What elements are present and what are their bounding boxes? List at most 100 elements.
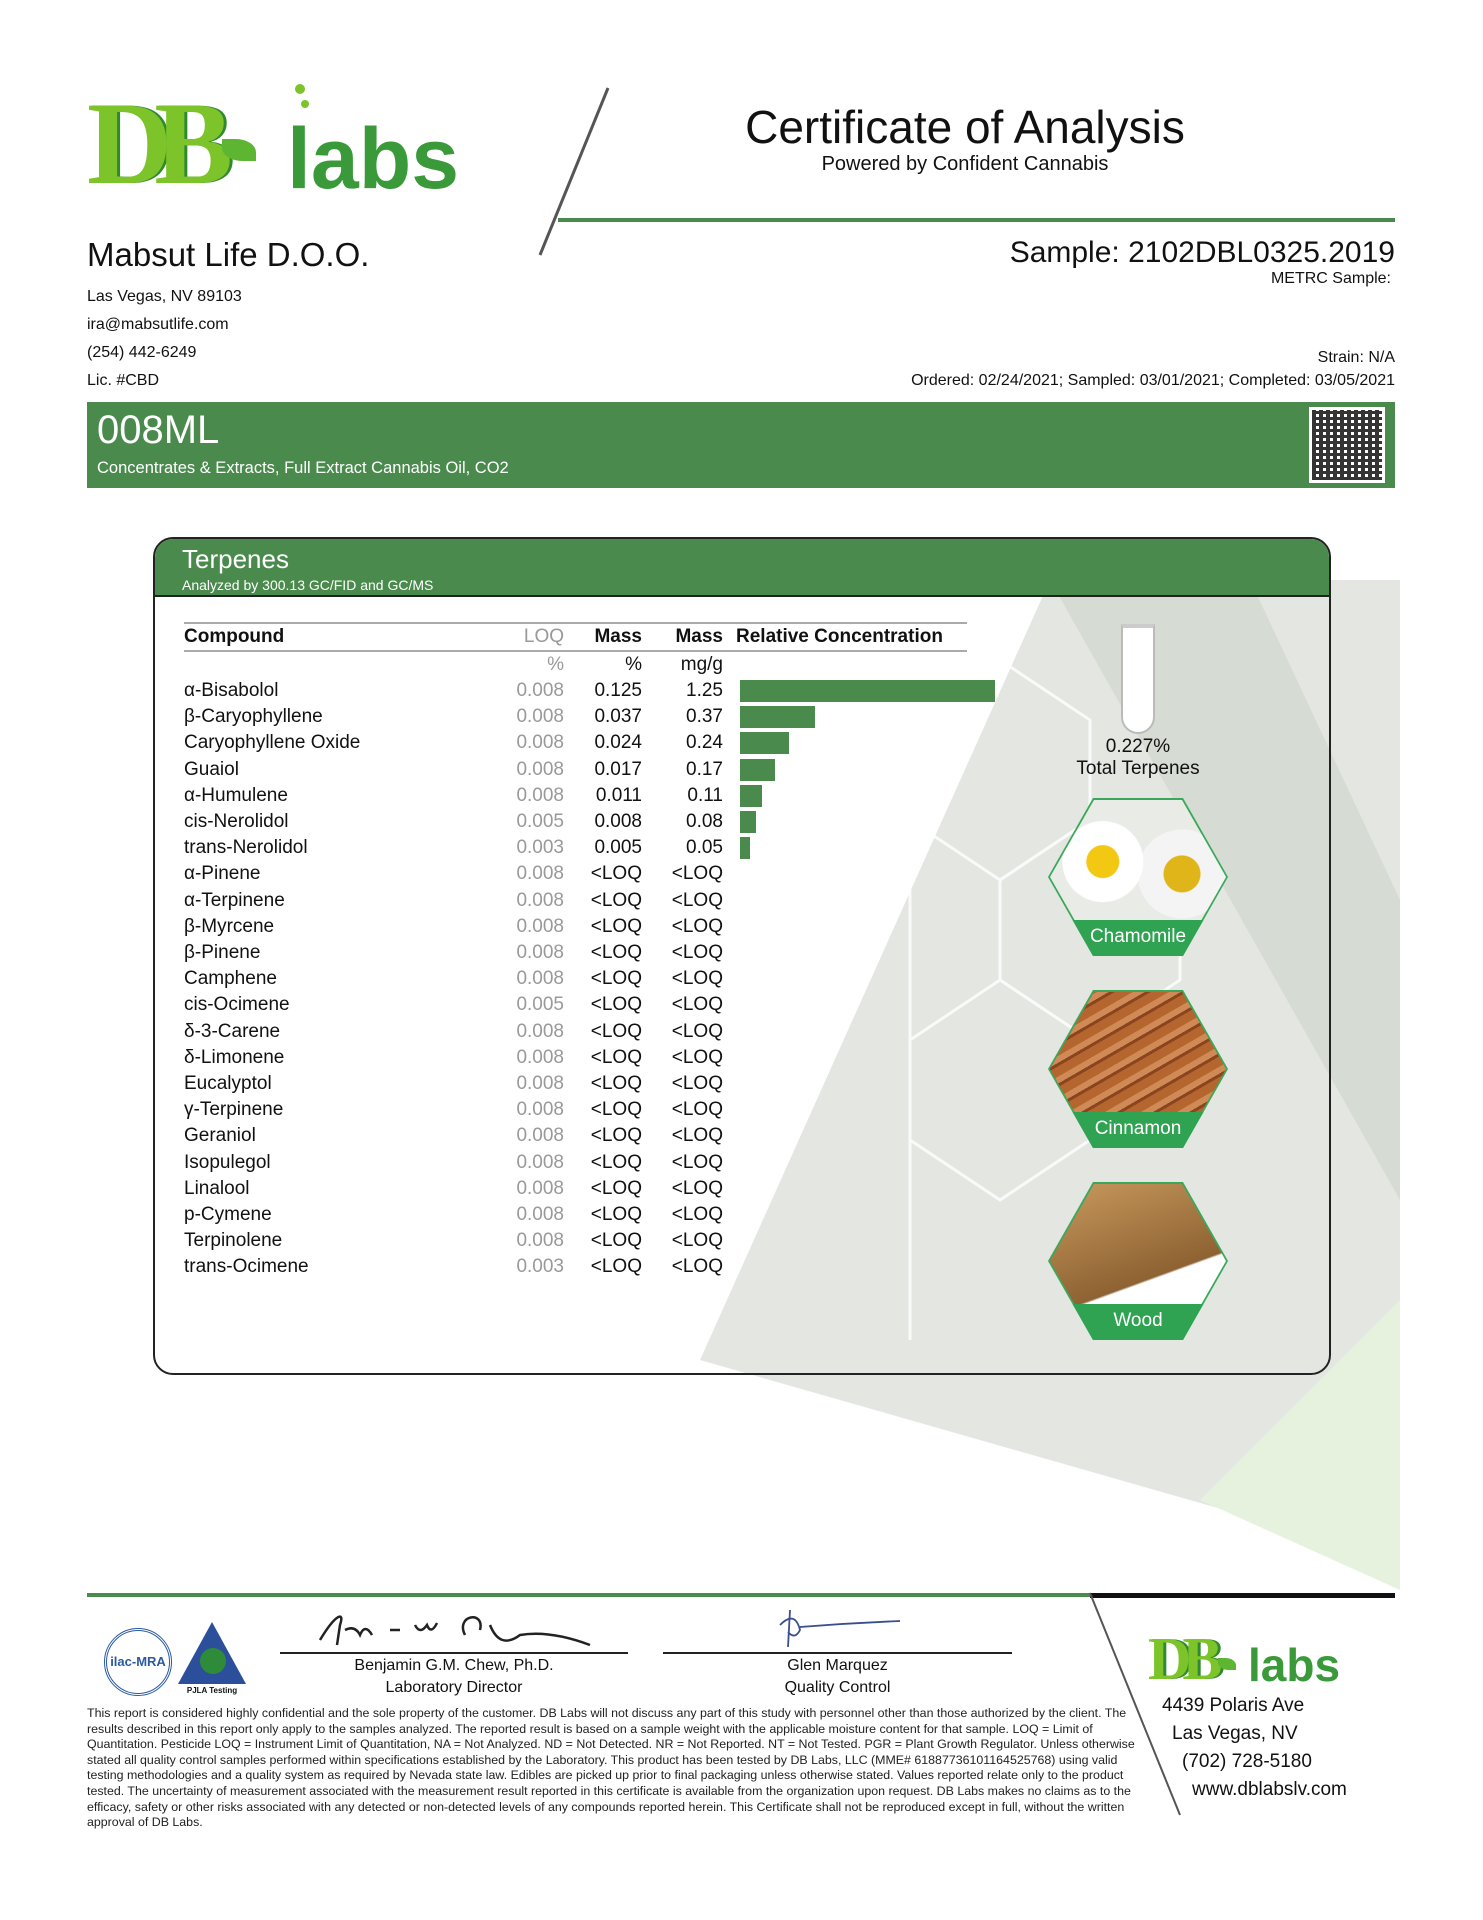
compound-name: α-Terpinene: [184, 889, 285, 911]
loq-value: 0.008: [516, 706, 564, 728]
mass-pct-value: <LOQ: [590, 968, 642, 990]
terpenes-title: Terpenes: [182, 544, 289, 574]
db-labs-logo: DB labs: [87, 78, 460, 209]
ilac-mra-logo: ilac-MRA: [104, 1628, 172, 1696]
lab-website[interactable]: www.dblabslv.com: [1192, 1779, 1347, 1800]
compound-name: Linalool: [184, 1177, 250, 1199]
signature-line-2: [663, 1652, 1012, 1654]
signature-line-1: [280, 1652, 628, 1654]
relative-concentration-bar: [740, 837, 751, 860]
table-row: α-Terpinene 0.008 <LOQ <LOQ: [184, 888, 1004, 914]
relative-concentration-bar: [740, 784, 763, 807]
unit-mass-pct: %: [625, 654, 642, 675]
loq-value: 0.008: [516, 784, 564, 806]
document-title: Certificate of Analysis: [745, 101, 1185, 153]
compound-name: cis-Ocimene: [184, 994, 290, 1016]
relative-concentration-bar: [740, 758, 775, 781]
product-category: Concentrates & Extracts, Full Extract Ca…: [97, 459, 509, 477]
relative-concentration-bar: [740, 706, 816, 729]
mass-pct-value: 0.017: [594, 758, 642, 780]
table-row: Guaiol 0.008 0.017 0.17: [184, 757, 1004, 783]
signer-2-name: Glen Marquez: [787, 1657, 888, 1674]
mass-mg-value: <LOQ: [671, 1204, 723, 1225]
client-email: ira@mabsutlife.com: [87, 316, 229, 333]
mass-mg-value: <LOQ: [671, 1046, 723, 1068]
table-row: Camphene 0.008 <LOQ <LOQ: [184, 966, 1004, 992]
loq-value: 0.008: [516, 1151, 564, 1173]
mass-mg-value: <LOQ: [671, 968, 723, 990]
compound-name: α-Humulene: [184, 784, 288, 806]
loq-value: 0.008: [516, 863, 564, 885]
mass-mg-value: <LOQ: [671, 1151, 723, 1173]
compound-name: trans-Ocimene: [184, 1256, 309, 1278]
loq-value: 0.008: [516, 1099, 564, 1121]
terpenes-panel: Terpenes Analyzed by 300.13 GC/FID and G…: [153, 537, 1331, 1375]
signature-marquez: [779, 1609, 901, 1648]
mass-pct-value: <LOQ: [590, 942, 642, 963]
total-terpenes-label: Total Terpenes: [1076, 758, 1200, 779]
col-mass-pct: Mass: [594, 626, 642, 647]
mass-pct-value: <LOQ: [590, 994, 642, 1016]
table-row: Caryophyllene Oxide 0.008 0.024 0.24: [184, 730, 1004, 756]
mass-pct-value: 0.008: [594, 811, 642, 832]
loq-value: 0.008: [516, 942, 564, 963]
mass-pct-value: <LOQ: [590, 1256, 642, 1278]
relative-concentration-bar: [740, 680, 995, 702]
footer-black-rule: [1090, 1593, 1395, 1598]
table-row: trans-Ocimene 0.003 <LOQ <LOQ: [184, 1254, 1004, 1280]
compound-name: α-Bisabolol: [184, 680, 279, 701]
product-name: 008ML: [97, 408, 220, 452]
compound-name: Eucalyptol: [184, 1073, 272, 1094]
aroma-label: Wood: [1048, 1304, 1228, 1340]
footer-divider-slash: [1089, 1592, 1181, 1816]
compound-name: γ-Terpinene: [184, 1099, 284, 1121]
aroma-label: Chamomile: [1048, 920, 1228, 956]
loq-value: 0.005: [516, 811, 564, 832]
total-terpenes-value: 0.227%: [1105, 736, 1171, 757]
mass-mg-value: <LOQ: [671, 1099, 723, 1121]
table-row: γ-Terpinene 0.008 <LOQ <LOQ: [184, 1097, 1004, 1123]
aroma-cinnamon: Cinnamon: [1048, 990, 1228, 1148]
client-address: Las Vegas, NV 89103: [87, 288, 242, 305]
loq-value: 0.008: [516, 889, 564, 911]
signature-chew: [318, 1615, 591, 1647]
loq-value: 0.008: [516, 1125, 564, 1147]
loq-value: 0.008: [516, 968, 564, 990]
loq-value: 0.008: [516, 1020, 564, 1042]
table-row: p-Cymene 0.008 <LOQ <LOQ: [184, 1202, 1004, 1228]
mass-mg-value: 0.37: [686, 706, 723, 728]
table-row: β-Pinene 0.008 <LOQ <LOQ: [184, 940, 1004, 966]
table-row: δ-Limonene 0.008 <LOQ <LOQ: [184, 1045, 1004, 1071]
table-row: Eucalyptol 0.008 <LOQ <LOQ: [184, 1071, 1004, 1097]
relative-concentration-bar: [740, 811, 757, 833]
mass-pct-value: 0.011: [595, 784, 642, 806]
compound-name: β-Pinene: [184, 942, 261, 963]
mass-mg-value: <LOQ: [671, 1073, 723, 1094]
compound-name: Caryophyllene Oxide: [184, 732, 361, 754]
mass-pct-value: <LOQ: [590, 889, 642, 911]
product-band: 008ML Concentrates & Extracts, Full Extr…: [87, 402, 1395, 488]
loq-value: 0.003: [516, 837, 564, 859]
compound-name: β-Myrcene: [184, 915, 275, 937]
lab-phone: (702) 728-5180: [1182, 1751, 1312, 1772]
mass-mg-value: 0.24: [686, 732, 723, 754]
mass-mg-value: 0.11: [687, 784, 723, 806]
loq-value: 0.008: [516, 1177, 564, 1199]
terpenes-method: Analyzed by 300.13 GC/FID and GC/MS: [182, 577, 434, 593]
mass-pct-value: <LOQ: [590, 1125, 642, 1147]
col-compound: Compound: [184, 626, 285, 647]
mass-mg-value: <LOQ: [671, 1256, 723, 1278]
client-phone: (254) 442-6249: [87, 344, 197, 361]
table-row: β-Caryophyllene 0.008 0.037 0.37: [184, 704, 1004, 730]
mass-pct-value: <LOQ: [590, 1230, 642, 1252]
mass-mg-value: <LOQ: [671, 889, 723, 911]
footer-db-labs-logo: DB labs: [1148, 1626, 1341, 1692]
mass-mg-value: <LOQ: [671, 1230, 723, 1252]
loq-value: 0.003: [516, 1256, 564, 1278]
aroma-label: Cinnamon: [1048, 1112, 1228, 1148]
signer-1-name: Benjamin G.M. Chew, Ph.D.: [354, 1657, 554, 1674]
terpenes-header: Terpenes Analyzed by 300.13 GC/FID and G…: [155, 539, 1329, 597]
sample-id: Sample: 2102DBL0325.2019: [1009, 236, 1395, 269]
table-row: α-Humulene 0.008 0.011 0.11: [184, 783, 1004, 809]
col-mass-mg: Mass: [675, 626, 723, 647]
